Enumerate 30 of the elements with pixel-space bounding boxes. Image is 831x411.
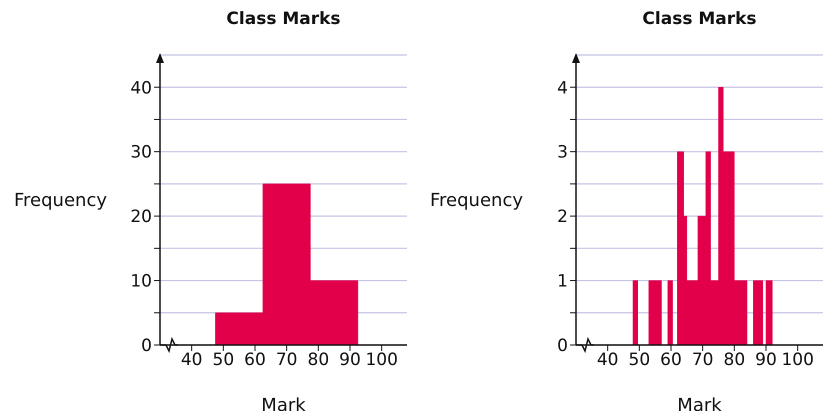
x-tick-label: 70 [692, 350, 714, 370]
x-tick-label: 50 [212, 350, 234, 370]
y-tick-label: 0 [557, 336, 568, 356]
y-tick-label: 10 [130, 272, 152, 292]
x-tick-label: 60 [660, 350, 682, 370]
x-axis-title: Mark [261, 395, 306, 411]
chart-title: Class Marks [642, 9, 757, 29]
x-tick-label: 90 [755, 350, 777, 370]
x-tick-label: 80 [724, 350, 746, 370]
y-tick-label: 4 [557, 78, 568, 98]
y-axis-title: Frequency [14, 190, 108, 211]
x-tick-label: 50 [628, 350, 650, 370]
y-tick-label: 40 [130, 78, 152, 98]
y-tick-label: 2 [557, 207, 568, 228]
x-tick-label: 60 [244, 350, 266, 370]
y-tick-label: 3 [557, 142, 568, 163]
x-tick-label: 90 [339, 350, 361, 370]
x-tick-label: 100 [365, 350, 398, 370]
x-tick-label: 70 [276, 350, 298, 370]
y-tick-label: 30 [130, 142, 152, 163]
y-tick-label: 20 [130, 207, 152, 228]
y-tick-label: 0 [141, 336, 152, 356]
x-tick-label: 40 [596, 350, 618, 370]
x-tick-label: 80 [308, 350, 330, 370]
x-tick-label: 40 [180, 350, 202, 370]
y-axis-title: Frequency [430, 190, 524, 211]
chart-title: Class Marks [226, 9, 341, 29]
x-axis-title: Mark [677, 395, 722, 411]
y-tick-label: 1 [557, 272, 568, 292]
x-tick-label: 100 [781, 350, 814, 370]
